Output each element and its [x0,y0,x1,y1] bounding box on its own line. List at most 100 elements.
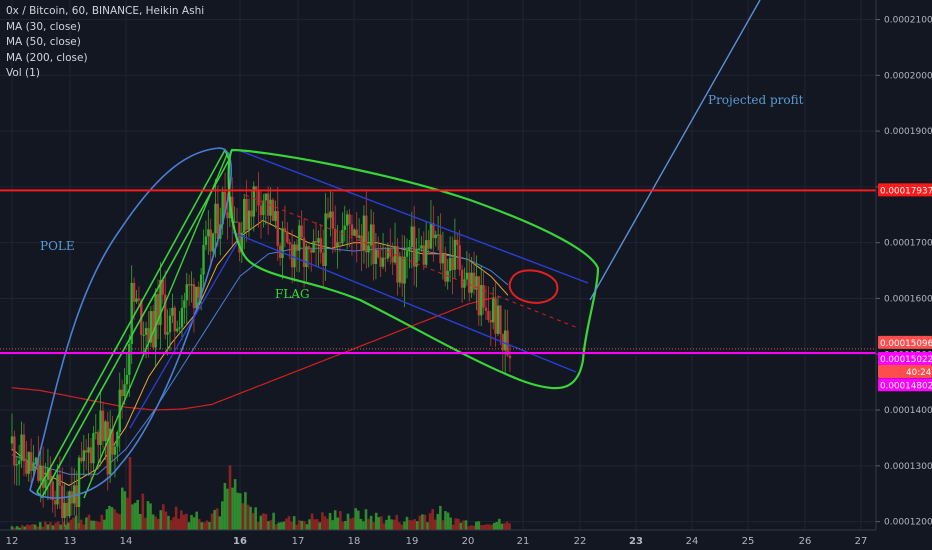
candle-body [357,235,361,238]
x-tick-label: 16 [233,536,247,547]
ma200-line [11,296,497,411]
candle-body [503,330,507,351]
candle-body [22,434,26,462]
volume-bar [136,499,139,530]
candle-body [132,282,136,302]
volume-bar [13,527,16,530]
candle-body [77,457,81,508]
volume-bar [154,516,157,530]
volume-bar [459,522,463,530]
volume-bar [321,512,324,530]
volume-bar [120,487,124,530]
candle-body [233,221,236,223]
flag-lower-line [231,231,577,373]
volume-bar [74,515,78,530]
price-tag-label: 0.00017937 [880,186,932,196]
pole-channel [36,148,230,499]
volume-bar [295,524,299,530]
candle-body [252,186,255,217]
candle-body [207,229,210,237]
volume-bar [449,517,452,530]
candle-body [322,252,325,266]
volume-bar [167,515,170,530]
candle-body [499,305,502,335]
volume-bar [262,513,265,530]
volume-bar [349,518,352,530]
legend-ma30[interactable]: MA (30, close) [6,20,81,33]
candle-body [164,294,167,335]
candle-body [211,233,215,252]
volume-bar [187,522,191,530]
candle-body [238,222,241,253]
volume-bar [400,524,404,530]
volume-bar [118,514,122,530]
volume-bar [146,501,150,530]
candle-body [10,436,14,444]
volume-bar [123,491,127,530]
volume-bar [254,507,257,530]
horizontal-lines[interactable] [0,189,876,355]
candle-body [369,224,373,246]
volume-bar [149,503,152,530]
candle-body [195,286,198,309]
candle-body [391,256,394,263]
candle-body [293,244,296,268]
volume-bar [492,522,496,530]
volume-bar [231,487,234,530]
candle-body [39,465,42,481]
candle-body [53,500,57,505]
legend-ma200[interactable]: MA (200, close) [6,51,88,64]
legend-symbol[interactable]: 0x / Bitcoin, 60, BINANCE, Heikin Ashi [6,5,205,17]
volume-bar [113,509,116,530]
volume-bar [467,526,470,530]
candle-body [80,457,83,462]
candle-body [338,242,342,244]
candle-body [333,228,337,247]
candle-body [245,198,248,230]
candle-body [444,254,447,282]
candle-body [377,249,380,258]
candle-body [489,319,492,323]
y-axis-panel [876,0,932,550]
volume-bar [49,522,52,530]
legend-volume[interactable]: Vol (1) [6,67,40,80]
volume-bar [490,524,493,530]
candle-body [487,310,490,320]
candle-body [147,328,150,343]
legend-ma50[interactable]: MA (50, close) [6,36,81,49]
candle-body [276,211,279,246]
candle-body [422,245,425,265]
drawing-annotations[interactable]: POLE FLAG Projected profit [29,0,804,499]
candle-body [99,410,102,445]
candle-body [204,236,208,245]
candle-body [362,215,366,251]
candle-body [49,468,52,482]
volume-bar [44,521,47,530]
volume-bar [431,508,434,530]
candle-body [171,307,174,316]
candle-body [106,421,109,475]
volume-bar [303,521,306,530]
volume-bar [318,522,322,530]
candle-body [92,433,95,464]
volume-bar [97,522,101,530]
candle-body [20,434,23,461]
candle-body [29,452,33,471]
price-tag [878,365,932,379]
volume-bar [354,508,358,530]
x-tick-label: 13 [64,536,77,547]
volume-bar [182,514,186,530]
volume-bar [333,510,337,530]
volume-bar [372,522,375,530]
volume-bar [95,520,98,530]
candle-body [403,256,406,284]
volume-bar [267,521,270,530]
volume-bar [246,504,250,530]
candle-body [441,254,445,264]
volume-bar [364,509,368,530]
candle-body [427,240,430,249]
volume-bar [423,514,427,530]
x-tick-label: 23 [629,536,643,547]
